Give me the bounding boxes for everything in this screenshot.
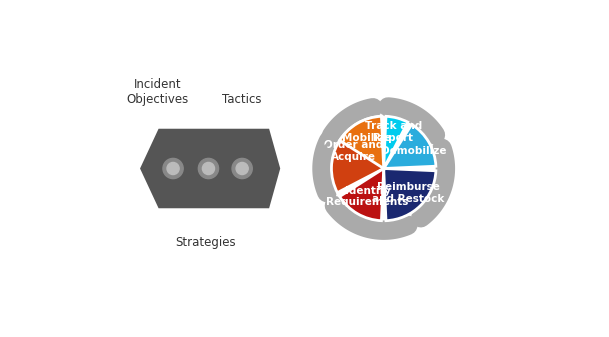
Text: Strategies: Strategies [175,236,236,249]
Text: Identify
Requirements: Identify Requirements [326,186,409,207]
Wedge shape [384,168,436,221]
Wedge shape [340,116,384,168]
Text: Tactics: Tactics [222,93,262,106]
Text: Mobilize: Mobilize [342,133,391,143]
Text: Incident
Objectives: Incident Objectives [127,78,189,106]
Wedge shape [384,124,436,168]
Wedge shape [340,168,384,221]
Wedge shape [384,116,408,168]
Text: Order and
Acquire: Order and Acquire [324,140,383,162]
Text: Reimburse
and Restock: Reimburse and Restock [372,182,445,204]
Circle shape [232,158,252,179]
Circle shape [163,158,183,179]
Circle shape [236,162,248,175]
Text: Demobilize: Demobilize [381,146,447,156]
Text: Track and
Report: Track and Report [365,121,422,143]
Circle shape [199,158,219,179]
Polygon shape [140,129,280,208]
Circle shape [167,162,179,175]
Wedge shape [331,116,384,193]
Circle shape [202,162,214,175]
